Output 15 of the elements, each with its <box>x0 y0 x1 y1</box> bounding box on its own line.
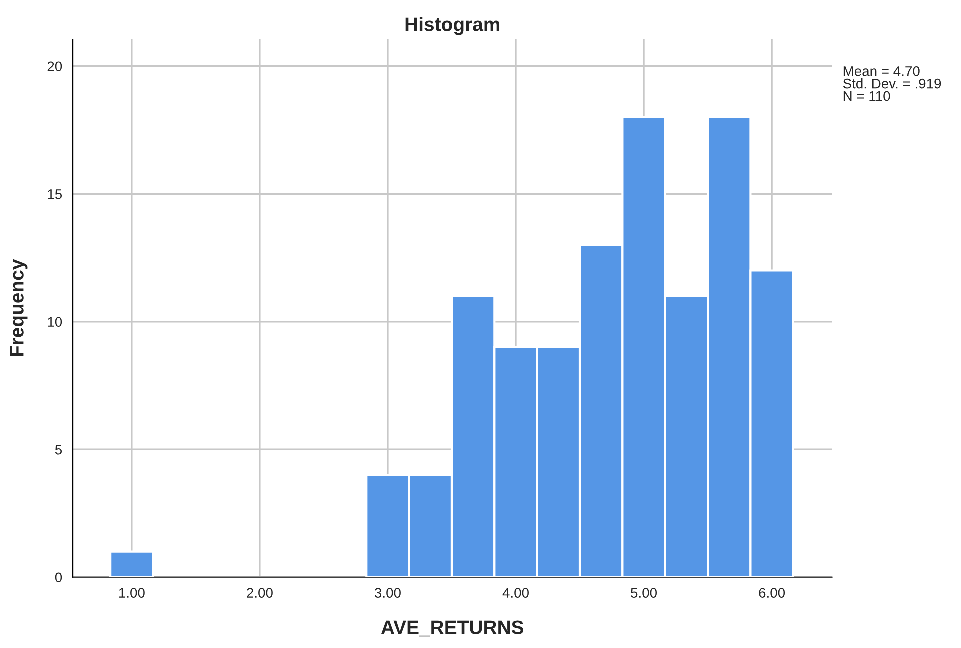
x-tick-label: 1.00 <box>119 588 145 598</box>
y-tick-label: 0 <box>55 572 62 583</box>
x-tick-label: 4.00 <box>502 588 529 598</box>
y-axis-title: Frequency <box>10 259 28 356</box>
x-tick-label: 5.00 <box>631 588 658 598</box>
text: Mean = 4.70 Std. Dev. = .919 N = 110 <box>843 66 942 102</box>
y-tick-label: 20 <box>48 62 62 72</box>
y-tick-label: 10 <box>48 317 62 328</box>
x-axis-title: AVE_RETURNS <box>381 620 524 637</box>
y-tick-label: 5 <box>55 445 62 455</box>
x-tick-label: 2.00 <box>247 588 273 598</box>
x-tick-label: 3.00 <box>374 588 401 598</box>
x-tick-label: 6.00 <box>759 588 786 598</box>
chart-title: Histogram <box>406 17 500 36</box>
y-tick-label: 15 <box>48 190 62 200</box>
